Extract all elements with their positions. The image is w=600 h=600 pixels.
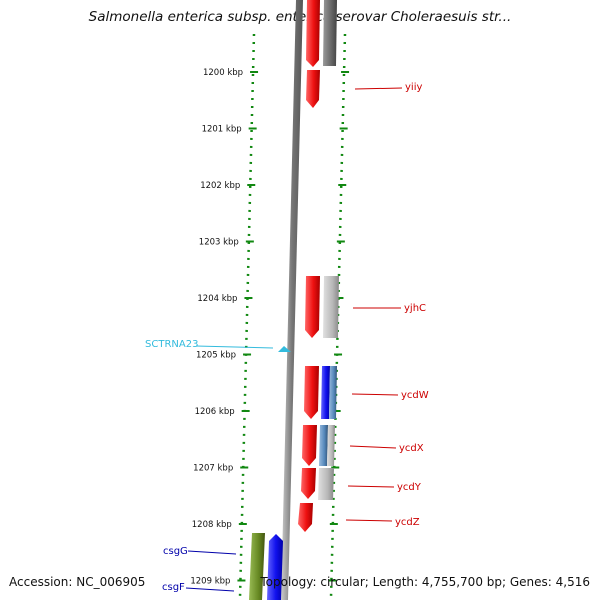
leader-csgG bbox=[187, 550, 237, 555]
gene-label-csgG[interactable]: csgG bbox=[163, 546, 188, 557]
ruler-ticks: 1200 kbp 1201 kbp 1202 kbp 1203 kbp 1204 kbp… bbox=[190, 68, 350, 587]
ruler-tick-label: 1202 kbp bbox=[200, 181, 240, 191]
trna-marker[interactable] bbox=[278, 346, 291, 352]
gene-arrow-yiiy[interactable] bbox=[306, 70, 320, 108]
gene-label-ycdX[interactable]: ycdX bbox=[399, 443, 424, 454]
gene-box-ycdY-gray[interactable] bbox=[318, 468, 334, 500]
gene-arrow-ycdW[interactable] bbox=[304, 366, 319, 419]
gene-box-yjhC-pseudo[interactable] bbox=[323, 276, 339, 338]
ruler-tick-label: 1203 kbp bbox=[199, 238, 239, 248]
leader-ycdY bbox=[347, 485, 395, 488]
leader-yiiy bbox=[354, 87, 403, 90]
gene-arrow-ycdZ[interactable] bbox=[298, 503, 313, 532]
ruler-left-dots bbox=[238, 33, 256, 599]
gene-label-yjhC[interactable]: yjhC bbox=[404, 303, 426, 314]
ruler-tick-label: 1201 kbp bbox=[202, 125, 242, 135]
ruler-tick-label: 1208 kbp bbox=[192, 520, 232, 530]
leader-ycdZ bbox=[345, 519, 393, 522]
gene-label-ycdY[interactable]: ycdY bbox=[397, 482, 422, 493]
accession-info: Accession: NC_006905 bbox=[9, 575, 146, 589]
chromosome-backbone bbox=[281, 0, 303, 600]
gene-arrow-yjhC[interactable] bbox=[305, 276, 320, 338]
gene-box-ycdW-steel[interactable] bbox=[329, 366, 337, 419]
gene-box-ycdW-blue[interactable] bbox=[321, 366, 330, 419]
ruler-tick-label: 1205 kbp bbox=[196, 351, 236, 361]
ruler-tick-label: 1206 kbp bbox=[195, 407, 235, 417]
ruler-tick-label: 1200 kbp bbox=[203, 68, 243, 78]
gene-box-ycdX-gray[interactable] bbox=[327, 425, 335, 466]
gene-label-ycdW[interactable]: ycdW bbox=[401, 390, 429, 401]
leader-ycdW bbox=[351, 393, 399, 396]
ruler-tick-label: 1204 kbp bbox=[197, 294, 237, 304]
gene-arrow-ycdX[interactable] bbox=[302, 425, 317, 466]
leader-sctrna23 bbox=[195, 345, 274, 349]
gene-label-csgF[interactable]: csgF bbox=[162, 582, 185, 593]
leader-ycdX bbox=[349, 445, 397, 449]
trna-label-sctrna23[interactable]: SCTRNA23 bbox=[145, 339, 198, 350]
gene-arrow-top-dark[interactable] bbox=[323, 0, 337, 66]
genome-summary: Topology: circular; Length: 4,755,700 bp… bbox=[260, 575, 590, 589]
leader-csgF bbox=[185, 587, 235, 592]
gene-label-ycdZ[interactable]: ycdZ bbox=[395, 517, 420, 528]
gene-arrow-ycdY[interactable] bbox=[301, 468, 316, 499]
gene-box-ycdX-steel[interactable] bbox=[319, 425, 328, 466]
ruler-tick-label: 1209 kbp bbox=[190, 577, 230, 587]
gene-arrow-csgG-blue[interactable] bbox=[267, 534, 283, 600]
gene-label-yiiy[interactable]: yiiy bbox=[405, 82, 422, 93]
ruler-tick-label: 1207 kbp bbox=[193, 464, 233, 474]
gene-arrow-top-red[interactable] bbox=[306, 0, 320, 67]
gene-box-csgG[interactable] bbox=[249, 533, 265, 600]
